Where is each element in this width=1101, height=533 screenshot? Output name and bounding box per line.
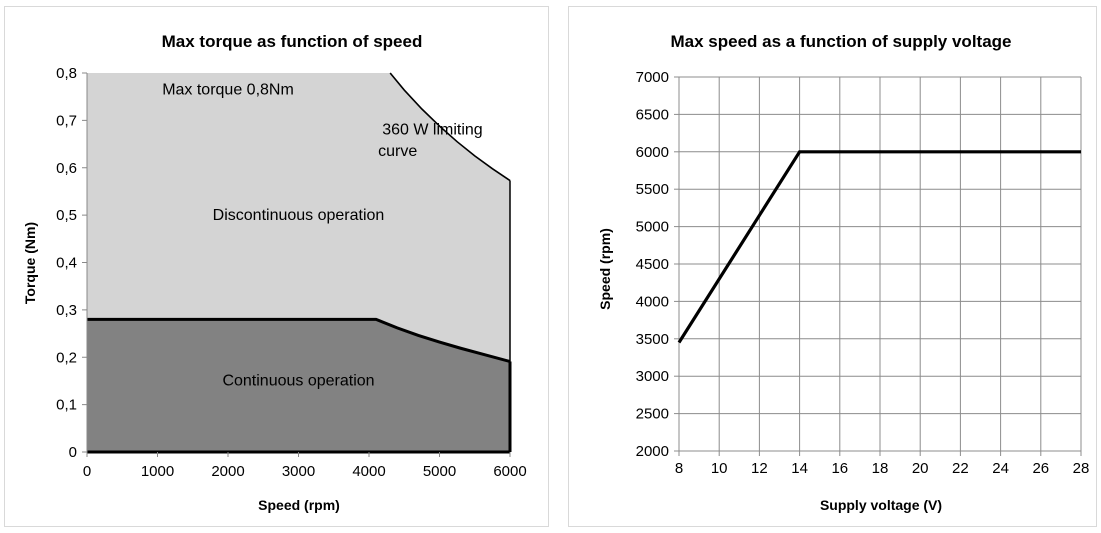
y-tick-label: 6000 bbox=[636, 144, 669, 161]
limiting-curve-line bbox=[389, 72, 511, 182]
y-tick-label: 6500 bbox=[636, 106, 669, 123]
series-line bbox=[677, 150, 1081, 344]
x-tick-label: 3000 bbox=[282, 463, 315, 480]
y-axis-title: Torque (Nm) bbox=[22, 222, 38, 304]
torque-chart-svg: Max torque as function of speed Speed (r… bbox=[22, 32, 527, 513]
y-tick-label: 5000 bbox=[636, 219, 669, 236]
x-tick-label: 1000 bbox=[141, 463, 174, 480]
x-axis-title: Speed (rpm) bbox=[258, 497, 340, 513]
x-tick-label: 14 bbox=[791, 460, 808, 477]
annotation-label: Continuous operation bbox=[222, 373, 374, 390]
x-tick-label: 10 bbox=[711, 460, 728, 477]
x-tick-label: 26 bbox=[1032, 460, 1049, 477]
y-tick-label: 4500 bbox=[636, 256, 669, 273]
chart-title: Max torque as function of speed bbox=[162, 32, 423, 51]
continuous-boundary-line bbox=[87, 317, 511, 363]
plot-area: 0 0,1 0,2 0,3 0,4 0,5 0,6 0,7 0,8 0 1000 2000 3000 40… bbox=[56, 65, 527, 480]
annotation-label: curve bbox=[378, 143, 417, 160]
y-tick-label: 0,7 bbox=[56, 112, 77, 129]
annotation-label: Max torque 0,8Nm bbox=[162, 81, 294, 98]
speed-voltage-chart: Max speed as a function of supply voltag… bbox=[568, 6, 1097, 527]
y-tick-label: 2500 bbox=[636, 406, 669, 423]
x-tick-label: 5000 bbox=[423, 463, 456, 480]
y-tick-label: 0,3 bbox=[56, 302, 77, 319]
y-tick-label: 0 bbox=[69, 444, 77, 461]
x-tick-label: 22 bbox=[952, 460, 969, 477]
x-tick-label: 6000 bbox=[493, 463, 526, 480]
plot-area: 2000 2500 3000 3500 4000 4500 5000 5500 6000 6500… bbox=[636, 69, 1090, 477]
x-tick-label: 2000 bbox=[211, 463, 244, 480]
x-tick-label: 12 bbox=[751, 460, 768, 477]
x-tick-label: 4000 bbox=[352, 463, 385, 480]
continuous-region bbox=[87, 319, 510, 452]
x-tick-label: 8 bbox=[675, 460, 683, 477]
x-tick-label: 28 bbox=[1073, 460, 1090, 477]
torque-speed-chart: Max torque as function of speed Speed (r… bbox=[4, 6, 549, 527]
y-tick-label: 0,6 bbox=[56, 160, 77, 177]
y-tick-label: 0,2 bbox=[56, 349, 77, 366]
speed-chart-svg: Max speed as a function of supply voltag… bbox=[597, 32, 1090, 513]
x-tick-label: 20 bbox=[912, 460, 929, 477]
y-tick-label: 7000 bbox=[636, 69, 669, 86]
y-tick-label: 0,5 bbox=[56, 207, 77, 224]
x-tick-label: 0 bbox=[83, 463, 91, 480]
y-tick-label: 2000 bbox=[636, 443, 669, 460]
y-axis-title: Speed (rpm) bbox=[597, 228, 613, 310]
x-tick-label: 18 bbox=[872, 460, 889, 477]
y-tick-label: 0,4 bbox=[56, 255, 77, 272]
y-tick-label: 5500 bbox=[636, 181, 669, 198]
x-tick-label: 24 bbox=[992, 460, 1009, 477]
x-tick-label: 16 bbox=[831, 460, 848, 477]
y-tick-label: 0,8 bbox=[56, 65, 77, 82]
chart-title: Max speed as a function of supply voltag… bbox=[670, 32, 1011, 51]
x-axis-title: Supply voltage (V) bbox=[820, 497, 942, 513]
y-tick-label: 3500 bbox=[636, 331, 669, 348]
annotation-label: 360 W limiting bbox=[382, 122, 482, 139]
annotation-label: Discontinuous operation bbox=[213, 207, 385, 224]
y-tick-label: 4000 bbox=[636, 293, 669, 310]
y-tick-label: 3000 bbox=[636, 368, 669, 385]
y-tick-label: 0,1 bbox=[56, 397, 77, 414]
